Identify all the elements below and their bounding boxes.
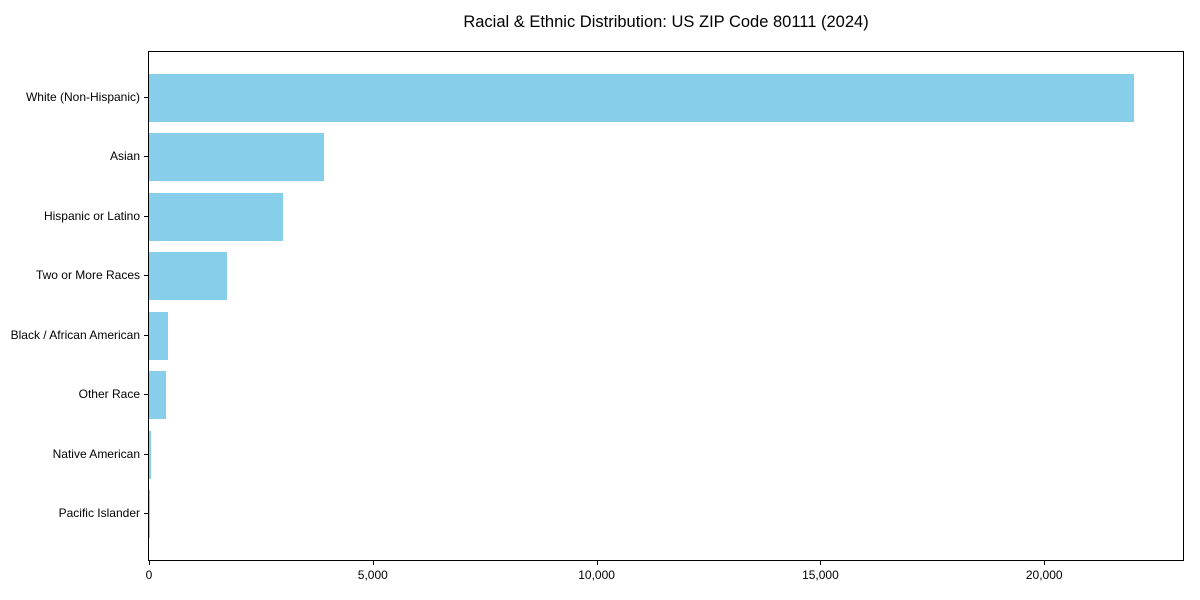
bar-other-race — [149, 371, 166, 420]
y-tick-mark — [144, 156, 148, 158]
x-tick-label-5-000: 5,000 — [357, 568, 388, 582]
x-tick-label-20-000: 20,000 — [1025, 568, 1063, 582]
y-tick-label-hispanic-or-latino: Hispanic or Latino — [43, 208, 140, 223]
x-tick-label-15-000: 15,000 — [802, 568, 839, 582]
y-tick-mark — [144, 334, 148, 336]
y-tick-mark — [144, 97, 148, 98]
x-tick-mark — [372, 561, 374, 565]
y-tick-mark — [144, 394, 148, 396]
bar-asian — [149, 133, 324, 182]
x-tick-label-0: 0 — [145, 568, 153, 582]
x-tick-mark — [1044, 561, 1046, 565]
y-tick-label-native-american: Native American — [52, 446, 140, 461]
bar-hispanic-or-latino — [149, 192, 284, 241]
plot-area — [148, 51, 1184, 561]
y-tick-label-other-race: Other Race — [78, 387, 140, 402]
y-tick-label-pacific-islander: Pacific Islander — [58, 506, 140, 520]
chart-title: Racial & Ethnic Distribution: US ZIP Cod… — [463, 13, 869, 31]
x-tick-mark — [820, 561, 822, 565]
y-tick-mark — [144, 215, 148, 217]
y-tick-label-white-non-hispanic: White (Non-Hispanic) — [25, 90, 140, 104]
bar-native-american — [149, 430, 152, 479]
bar-white-non-hispanic — [149, 74, 1134, 122]
bar-black-african-american — [149, 311, 169, 360]
y-tick-mark — [144, 513, 148, 514]
y-tick-label-two-or-more-races: Two or More Races — [35, 268, 140, 283]
y-tick-label-asian: Asian — [109, 149, 140, 164]
x-tick-mark — [149, 561, 150, 565]
y-tick-mark — [144, 275, 148, 277]
bar-pacific-islander — [149, 490, 150, 538]
y-tick-mark — [144, 453, 148, 455]
bar-two-or-more-races — [149, 252, 228, 301]
y-tick-label-black-african-american: Black / African American — [10, 327, 140, 342]
x-tick-label-10-000: 10,000 — [578, 568, 615, 582]
x-tick-mark — [596, 561, 598, 565]
